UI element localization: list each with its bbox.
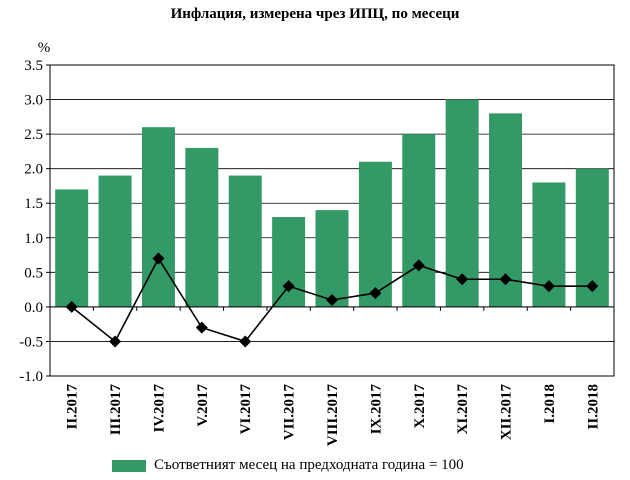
legend: Съответният месец на предходната година … — [112, 457, 464, 474]
bar — [98, 175, 132, 307]
line-point — [282, 280, 295, 293]
x-tick-label: X.2017 — [412, 384, 428, 429]
bar — [228, 175, 262, 307]
line-point — [369, 287, 382, 300]
y-tick-label: 2.5 — [24, 127, 43, 143]
bar — [358, 161, 392, 307]
x-tick-label: VII.2017 — [282, 384, 298, 441]
line-point — [65, 300, 78, 313]
bar — [402, 134, 436, 307]
line-point — [239, 335, 252, 348]
y-tick-label: 3.0 — [24, 93, 43, 109]
x-tick-label: VI.2017 — [238, 384, 254, 435]
y-axis-unit-label: % — [38, 40, 51, 56]
x-tick-label: IX.2017 — [368, 384, 384, 435]
bar — [315, 210, 349, 307]
line-point — [499, 273, 512, 286]
line-point — [412, 259, 425, 272]
x-tick-label: XI.2017 — [455, 384, 471, 435]
x-tick-label: VIII.2017 — [325, 384, 341, 447]
x-tick-label: I.2018 — [542, 384, 558, 424]
bar — [185, 147, 219, 307]
line-point — [456, 273, 469, 286]
y-tick-label: 0.0 — [24, 300, 43, 316]
y-tick-label: -1.0 — [19, 369, 43, 385]
line-point — [195, 321, 208, 334]
bar — [55, 189, 89, 307]
y-tick-label: 3.5 — [24, 58, 43, 74]
x-tick-label: II.2018 — [585, 384, 601, 429]
x-tick-label: IV.2017 — [151, 384, 167, 433]
legend-swatch — [112, 459, 146, 472]
line-point — [109, 335, 122, 348]
y-tick-label: -0.5 — [19, 334, 43, 350]
bar — [272, 217, 306, 307]
line-point — [542, 280, 555, 293]
chart-title: Инфлация, измерена чрез ИПЦ, по месеци — [170, 6, 460, 22]
bar — [445, 99, 479, 307]
x-tick-label: II.2017 — [65, 384, 81, 430]
y-tick-label: 1.0 — [24, 231, 43, 247]
x-tick-label: III.2017 — [108, 384, 124, 436]
line-point — [152, 252, 165, 265]
legend-label: Съответният месец на предходната година … — [154, 457, 464, 473]
line-point — [586, 280, 599, 293]
y-tick-label: 1.5 — [24, 196, 43, 212]
y-tick-label: 0.5 — [24, 265, 43, 281]
x-tick-label: XII.2017 — [499, 384, 515, 441]
x-tick-label: V.2017 — [195, 384, 211, 427]
line-point — [326, 293, 338, 306]
y-tick-label: 2.0 — [24, 162, 43, 178]
